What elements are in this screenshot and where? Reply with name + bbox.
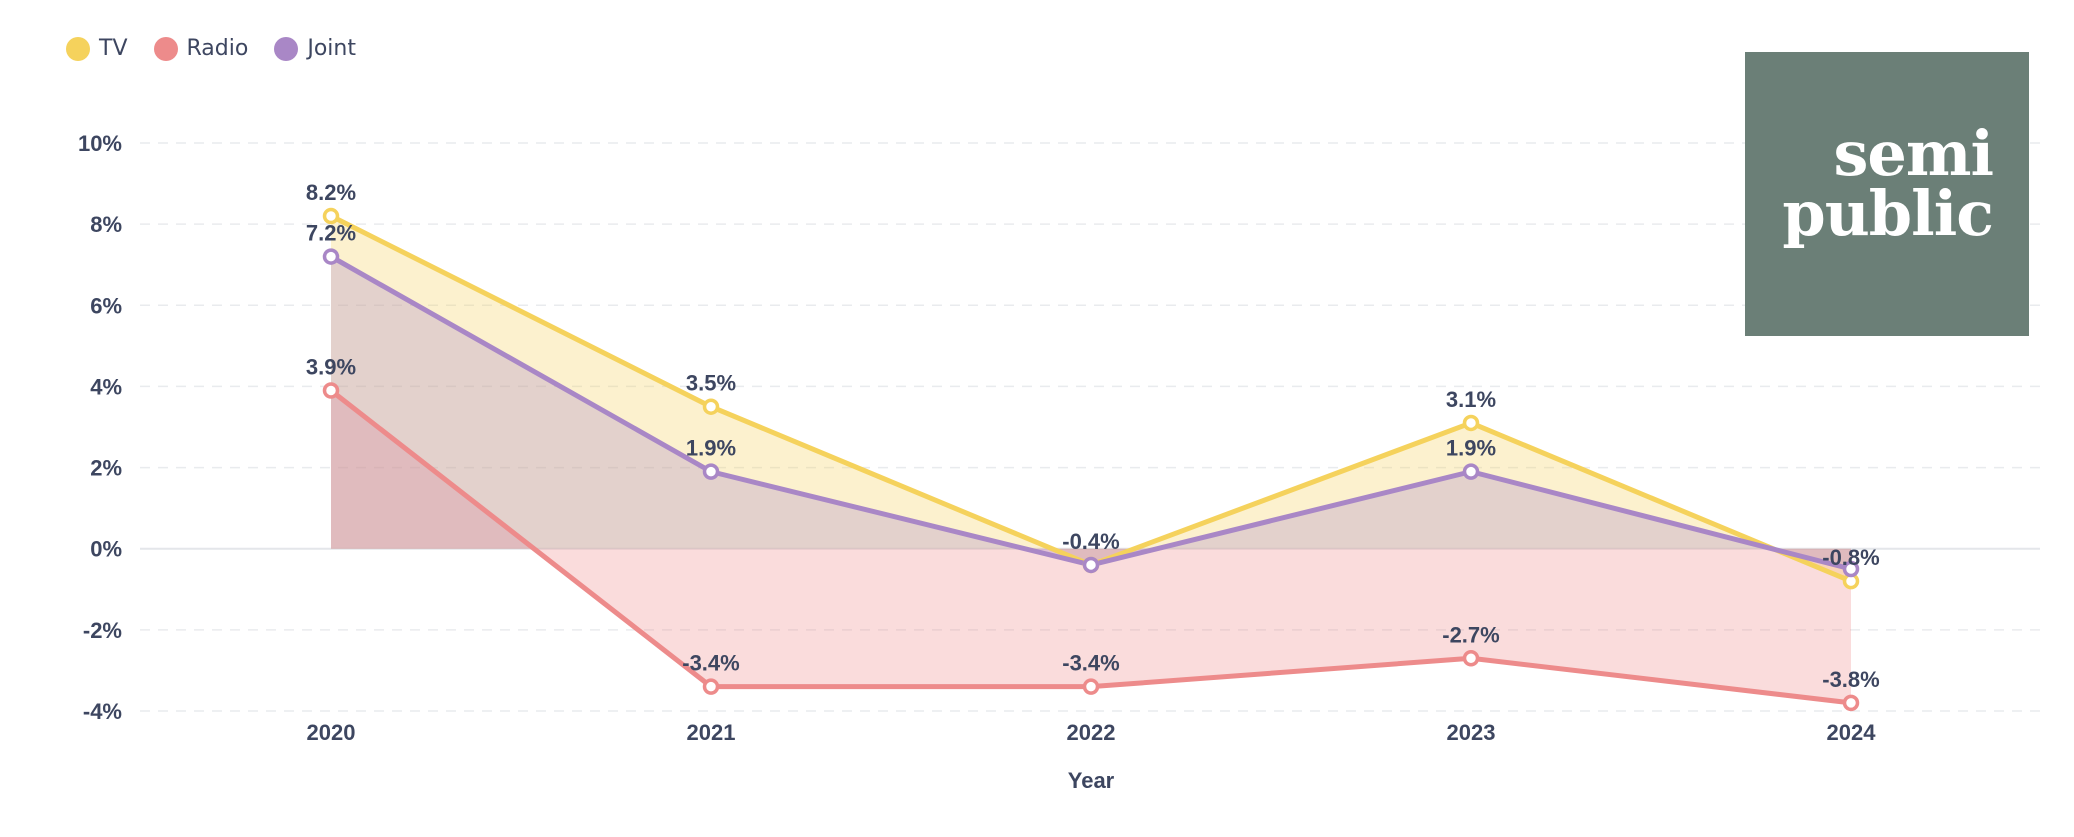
y-tick-label: 8% xyxy=(90,212,122,237)
legend-swatch-radio xyxy=(153,36,178,61)
legend-label-joint: Joint xyxy=(307,36,356,61)
y-tick-label: 6% xyxy=(90,293,122,318)
point-joint xyxy=(1082,556,1100,574)
legend-item-tv[interactable]: TV xyxy=(66,36,128,61)
data-label-radio: -2.7% xyxy=(1442,622,1499,647)
x-tick-label: 2024 xyxy=(1827,720,1877,745)
y-tick-label: 4% xyxy=(90,374,122,399)
series-points xyxy=(322,207,1860,712)
x-axis-title: Year xyxy=(1068,768,1115,793)
axes: 10% 8% 6% 4% 2% 0% -2% -4% 2020 2021 2022 2023 2024 Y… xyxy=(78,131,1876,793)
data-label-tv: -0.4% xyxy=(1062,529,1119,554)
point-tv xyxy=(322,207,340,225)
legend-label-radio: Radio xyxy=(186,36,249,61)
legend-swatch-joint xyxy=(274,36,299,61)
point-joint xyxy=(1462,463,1480,480)
data-label-joint: 1.9% xyxy=(686,436,736,461)
area-tv xyxy=(331,216,1851,582)
area-joint xyxy=(331,256,1851,569)
area-radio xyxy=(331,390,1851,703)
legend-swatch-tv xyxy=(66,36,90,61)
legend-item-joint[interactable]: Joint xyxy=(274,36,356,61)
data-label-radio: -3.8% xyxy=(1822,667,1879,692)
y-tick-label: -2% xyxy=(83,618,122,643)
data-label-joint: 1.9% xyxy=(1446,436,1496,461)
data-label-tv: 8.2% xyxy=(306,180,356,205)
data-label-radio: -3.4% xyxy=(682,651,739,676)
legend: TV Radio Joint xyxy=(66,36,356,61)
x-tick-label: 2021 xyxy=(687,720,736,745)
x-tick-label: 2023 xyxy=(1447,720,1496,745)
point-joint xyxy=(702,463,720,480)
data-label-tv: 3.1% xyxy=(1446,387,1496,412)
x-tick-label: 2020 xyxy=(307,720,356,745)
data-labels: 8.2% 3.5% -0.4% 3.1% -0.8% 3.9% -3.4% -3.4% -2.7… xyxy=(306,180,1880,692)
point-radio xyxy=(1462,650,1480,667)
point-joint xyxy=(1842,560,1860,578)
data-label-tv: -0.8% xyxy=(1822,545,1879,570)
data-label-radio: -3.4% xyxy=(1062,651,1119,676)
point-tv xyxy=(1462,414,1480,432)
point-radio xyxy=(322,382,340,399)
point-tv xyxy=(702,398,720,415)
data-label-radio: 3.9% xyxy=(306,354,356,379)
point-radio xyxy=(1082,678,1100,695)
brand-logo: semi public xyxy=(1745,52,2029,336)
y-tick-label: 10% xyxy=(78,131,122,156)
brand-logo-line-1: semi xyxy=(1833,117,1994,190)
point-radio xyxy=(702,678,720,695)
data-label-joint: 7.2% xyxy=(306,221,356,246)
legend-item-radio[interactable]: Radio xyxy=(153,36,249,61)
y-tick-label: 0% xyxy=(90,537,122,562)
series-areas xyxy=(331,216,1851,703)
data-label-tv: 3.5% xyxy=(686,371,736,396)
brand-logo-line-2: public xyxy=(1782,177,1994,250)
x-tick-label: 2022 xyxy=(1067,720,1116,745)
y-tick-label: 2% xyxy=(90,456,122,481)
legend-label-tv: TV xyxy=(99,36,128,61)
point-joint xyxy=(322,248,340,265)
point-radio xyxy=(1842,694,1860,712)
grid-lines xyxy=(140,142,2040,712)
y-tick-label: -4% xyxy=(83,699,122,724)
